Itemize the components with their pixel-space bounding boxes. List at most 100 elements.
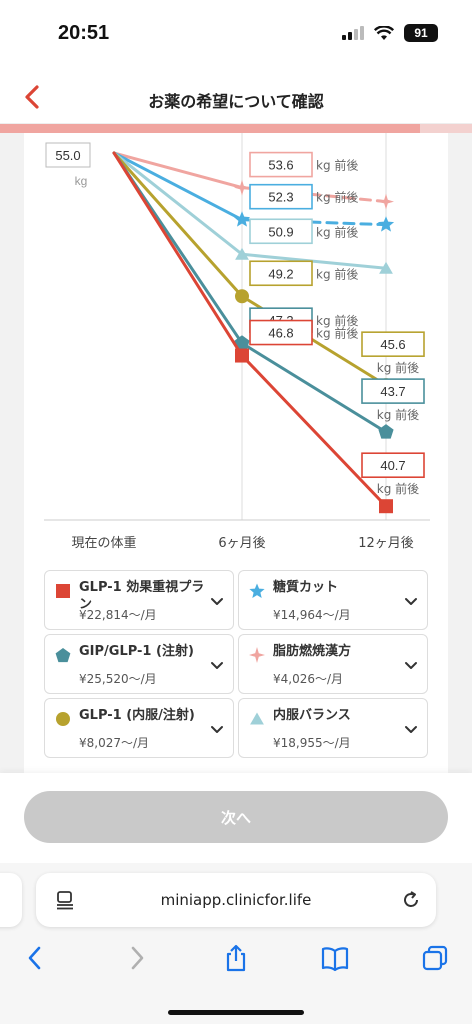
data-label: 53.6 [268,158,293,173]
data-point [235,348,249,363]
tabs-icon[interactable] [420,943,450,973]
legend-plan-price: ¥25,520〜/月 [79,672,157,686]
data-point [379,499,393,514]
series-line [112,151,244,190]
data-point [234,179,250,196]
data-label: 46.8 [268,326,293,341]
circle-icon [56,712,70,726]
legend-plan-price: ¥8,027〜/月 [79,736,150,750]
data-label: 43.7 [380,384,405,399]
previous-tab-peek[interactable] [0,873,22,927]
legend-item[interactable]: GLP-1 効果重視プラン ¥22,814〜/月 [44,570,234,630]
series-line [112,151,244,222]
pentagon-icon [55,648,71,663]
legend-plan-name: 内服バランス [273,708,351,723]
data-label-unit: kg 前後 [316,326,358,341]
data-label-box [361,452,425,479]
data-label-unit: kg 前後 [316,313,358,328]
content-area: 55.0 kg 現在の体重 6ヶ月後 12ヶ月後 53.6 kg 前後 52.3 kg 前後 50… [0,133,472,773]
data-label-unit: kg 前後 [377,481,419,496]
status-icons: 91 [342,24,438,42]
data-point [235,247,249,260]
x-tick-label: 6ヶ月後 [218,536,265,551]
legend-plan-name: 脂肪燃焼漢方 [273,644,352,659]
data-label-box [361,331,425,357]
data-point [378,193,394,210]
wifi-icon [374,25,394,40]
home-indicator [168,1010,304,1015]
data-label-unit: kg 前後 [316,224,358,239]
data-label-box [249,218,313,245]
data-label-unit: kg 前後 [377,360,419,375]
data-label: 52.3 [268,190,293,205]
series-line [240,354,388,508]
data-label-unit: kg 前後 [316,158,358,173]
legend-item[interactable]: GIP/GLP-1 (注射) ¥25,520〜/月 [44,634,234,694]
legend-item[interactable]: 脂肪燃焼漢方 ¥4,026〜/月 [238,634,428,694]
legend-plan-price: ¥14,964〜/月 [273,608,351,622]
chevron-down-icon[interactable] [209,721,225,737]
start-weight-value: 55.0 [55,148,80,163]
back-icon[interactable] [20,943,50,973]
page-menu-icon[interactable] [54,889,76,911]
legend-plan-price: ¥4,026〜/月 [273,672,344,686]
status-time: 20:51 [58,22,110,44]
legend-item[interactable]: 糖質カット ¥14,964〜/月 [238,570,428,630]
legend-plan-name: GLP-1 (内服/注射) [79,708,195,723]
legend-plan-price: ¥18,955〜/月 [273,736,351,750]
data-label-box [249,319,313,346]
data-point [377,216,395,232]
page-header: お薬の希望について確認 [0,72,472,124]
legend-item[interactable]: GLP-1 (内服/注射) ¥8,027〜/月 [44,698,234,758]
next-button[interactable]: 次へ [24,791,448,843]
legend-plan-price: ¥22,814〜/月 [79,608,157,622]
legend-item[interactable]: 内服バランス ¥18,955〜/月 [238,698,428,758]
data-point [379,261,393,274]
data-point [234,335,250,350]
battery-icon: 91 [404,24,438,42]
url-text: miniapp.clinicfor.life [160,891,312,909]
cellular-signal-icon [342,26,364,40]
start-weight-box [45,142,91,168]
x-tick-label: 12ヶ月後 [358,536,414,551]
bookmarks-icon[interactable] [320,943,350,973]
data-label: 49.2 [268,266,293,281]
square-icon [56,584,70,598]
share-icon[interactable] [221,943,251,973]
data-point [378,424,394,439]
forward-icon[interactable] [122,943,152,973]
chevron-down-icon[interactable] [403,721,419,737]
legend-plan-name: 糖質カット [273,580,339,595]
series-line [112,151,244,298]
back-chevron-icon[interactable] [18,82,48,112]
data-label: 50.9 [268,224,293,239]
data-label-unit: kg 前後 [316,190,358,205]
weight-forecast-chart: 55.0 kg 現在の体重 6ヶ月後 12ヶ月後 53.6 kg 前後 52.3 kg 前後 50… [44,133,430,551]
legend-plan-name: GLP-1 効果重視プラン [79,580,205,612]
star-icon [249,583,265,598]
data-label-box [249,260,313,287]
legend-plan-name: GIP/GLP-1 (注射) [79,644,194,659]
sparkle-icon [249,647,265,663]
chevron-down-icon[interactable] [209,657,225,673]
data-label: 45.6 [380,337,405,352]
chevron-down-icon[interactable] [403,593,419,609]
chevron-down-icon[interactable] [403,657,419,673]
data-label: 40.7 [380,458,405,473]
data-point [233,211,251,227]
series-line [112,151,244,256]
data-label-unit: kg 前後 [377,407,419,422]
address-bar[interactable]: miniapp.clinicfor.life [36,873,436,927]
series-line [240,252,388,270]
start-weight-unit: kg [75,174,88,188]
progress-bar [0,124,421,133]
page-title: お薬の希望について確認 [148,92,324,111]
status-bar: 20:51 91 [0,0,472,72]
bottom-action-area: 次へ [0,773,472,863]
chevron-down-icon[interactable] [209,593,225,609]
triangle-icon [250,712,264,725]
reload-icon[interactable] [400,889,422,911]
data-label-box [249,151,313,178]
data-label-box [361,378,425,404]
series-line [240,341,388,434]
